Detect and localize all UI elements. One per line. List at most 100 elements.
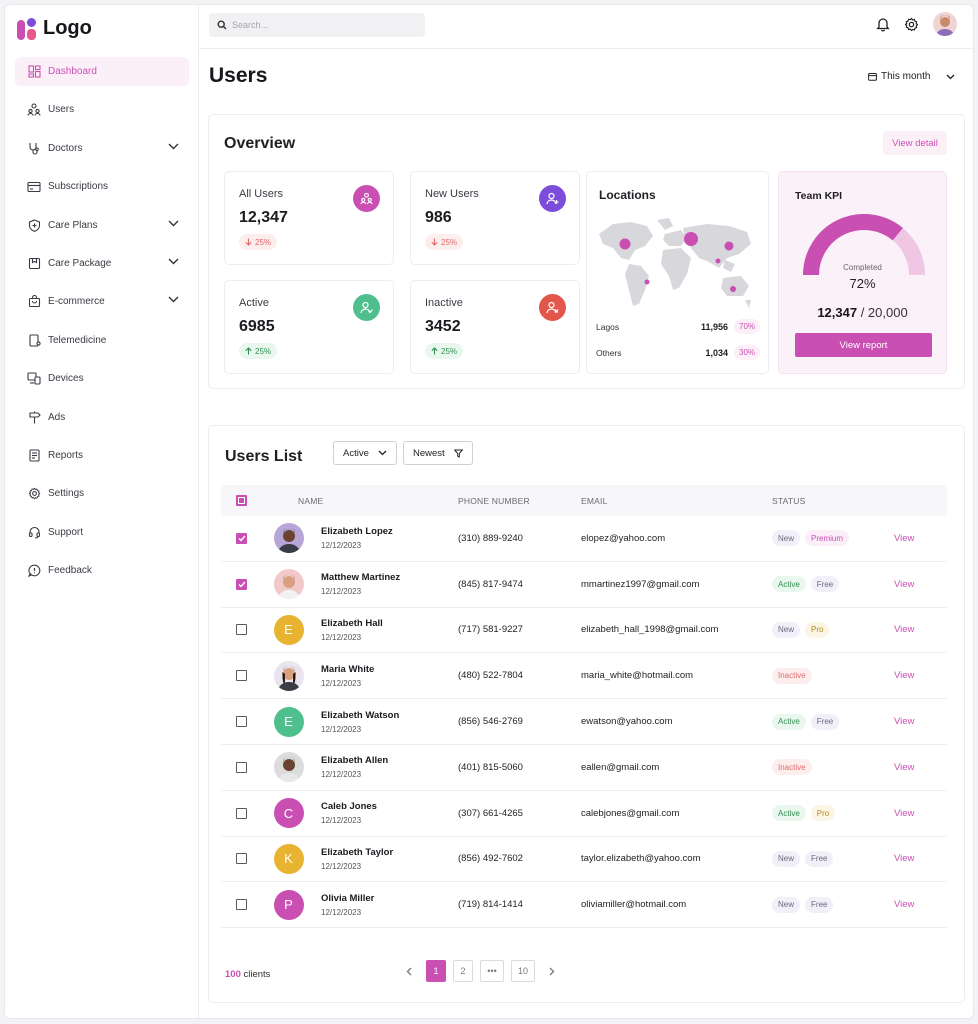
sidebar-item-reports[interactable]: Reports [15,441,189,470]
view-report-button[interactable]: View report [795,333,932,357]
view-user-link[interactable]: View [894,578,915,590]
view-user-link[interactable]: View [894,761,915,773]
row-checkbox[interactable] [236,578,247,590]
search-icon [217,20,227,30]
search-input[interactable] [232,20,412,30]
row-checkbox[interactable] [236,532,247,544]
next-page-button[interactable] [542,960,562,982]
page-button[interactable]: ••• [480,960,504,982]
view-user-link[interactable]: View [894,532,915,544]
row-checkbox[interactable] [236,761,247,773]
period-label: This month [881,71,931,82]
user-date: 12/12/2023 [321,724,362,734]
search-box[interactable] [209,13,425,37]
logo[interactable]: Logo [17,17,92,40]
table-row[interactable]: E Elizabeth Hall 12/12/2023 (717) 581-9227 e… [221,608,947,654]
sidebar-item-ads[interactable]: Ads [15,403,189,432]
sidebar-item-devices[interactable]: Devices [15,364,189,393]
table-row[interactable]: C Caleb Jones 12/12/2023 (307) 661-4265 cale… [221,791,947,837]
select-all-checkbox[interactable] [236,495,247,506]
user-name: Caleb Jones [321,801,377,813]
table-row[interactable]: P Olivia Miller 12/12/2023 (719) 814-1414 ol… [221,882,947,929]
user-name: Maria White [321,663,375,675]
avatar: C [273,798,304,829]
user-name: Elizabeth Allen [321,755,389,767]
sidebar-item-care-plans[interactable]: Care Plans [15,211,189,240]
sidebar-item-subscriptions[interactable]: Subscriptions [15,172,189,201]
sidebar-item-users[interactable]: Users [15,95,189,124]
row-checkbox[interactable] [236,853,247,865]
chevron-down-icon[interactable] [168,219,179,230]
view-user-link[interactable]: View [894,899,915,911]
view-user-link[interactable]: View [894,624,915,636]
table-row[interactable]: E Elizabeth Watson 12/12/2023 (856) 546-276… [221,699,947,745]
bell-icon[interactable] [876,17,890,32]
user-phone: (401) 815-5060 [458,761,523,773]
user-date: 12/12/2023 [321,816,362,826]
table-row[interactable]: Matthew Martinez 12/12/2023 (845) 817-9474… [221,562,947,608]
user-date: 12/12/2023 [321,770,362,780]
sidebar-item-care-package[interactable]: Care Package [15,249,189,278]
sidebar-item-telemedicine[interactable]: Telemedicine [15,326,189,355]
sidebar-item-support[interactable]: Support [15,518,189,547]
user-phone: (856) 492-7602 [458,853,523,865]
row-checkbox[interactable] [236,807,247,819]
chevron-right-icon [549,967,555,975]
app-window: Logo Dashboard Users Doctors Subscriptions C… [4,4,974,1019]
stat-change-badge: 25% [239,343,278,359]
user-phone: (480) 522-7804 [458,670,523,682]
sort-filter[interactable]: Newest [403,441,473,465]
sidebar-item-e-commerce[interactable]: E-commerce [15,287,189,316]
avatar: K [273,843,304,874]
table-row[interactable]: Elizabeth Allen 12/12/2023 (401) 815-5060 e… [221,745,947,791]
stat-change-badge: 25% [425,343,464,359]
table-row[interactable]: Elizabeth Lopez 12/12/2023 (310) 889-9240 e… [221,516,947,562]
page-button[interactable]: 1 [426,960,446,982]
sidebar-item-settings[interactable]: Settings [15,479,189,508]
chevron-down-icon[interactable] [168,142,179,153]
location-name: Others [596,347,622,358]
avatar: E [273,706,304,737]
status-badge: New [772,850,801,867]
table-row[interactable]: Maria White 12/12/2023 (480) 522-7804 maria… [221,653,947,700]
user-phone: (719) 814-1414 [458,899,523,911]
prev-page-button[interactable] [399,960,419,982]
status-tags: Active Free [772,713,894,730]
page-button[interactable]: 2 [453,960,473,982]
user-email: oliviamiller@hotmail.com [581,899,687,911]
chevron-down-icon[interactable] [168,257,179,268]
sidebar: Logo Dashboard Users Doctors Subscriptions C… [5,5,199,1018]
view-user-link[interactable]: View [894,670,915,682]
row-checkbox[interactable] [236,670,247,682]
row-checkbox[interactable] [236,716,247,728]
arrow-down-icon [431,238,438,246]
sidebar-item-dashboard[interactable]: Dashboard [15,57,189,86]
user-avatar[interactable] [933,12,957,36]
sidebar-item-feedback[interactable]: Feedback [15,556,189,585]
chevron-left-icon [406,967,412,975]
logo-icon [17,17,37,40]
row-checkbox[interactable] [236,899,247,911]
stat-change-badge: 25% [425,234,464,250]
view-user-link[interactable]: View [894,853,915,865]
view-user-link[interactable]: View [894,716,915,728]
avatar [273,569,304,600]
status-tags: Active Free [772,576,894,593]
page-button[interactable]: 10 [511,960,535,982]
page-title: Users [209,64,268,87]
view-user-link[interactable]: View [894,807,915,819]
client-count: 100 clients [225,969,270,980]
chevron-down-icon[interactable] [168,295,179,306]
sidebar-item-label: Ads [48,411,66,423]
user-email: taylor.elizabeth@yahoo.com [581,853,701,865]
table-row[interactable]: K Elizabeth Taylor 12/12/2023 (856) 492-760… [221,837,947,883]
status-filter[interactable]: Active [333,441,397,465]
row-checkbox[interactable] [236,624,247,636]
users-table: NAME PHONE NUMBER EMAIL STATUS Elizabeth… [221,485,947,929]
gear-icon[interactable] [904,17,919,32]
kpi-title: Team KPI [795,190,843,202]
kpi-gauge [803,214,925,276]
period-select[interactable]: This month [868,71,955,82]
view-detail-button[interactable]: View detail [883,131,947,155]
sidebar-item-doctors[interactable]: Doctors [15,134,189,163]
